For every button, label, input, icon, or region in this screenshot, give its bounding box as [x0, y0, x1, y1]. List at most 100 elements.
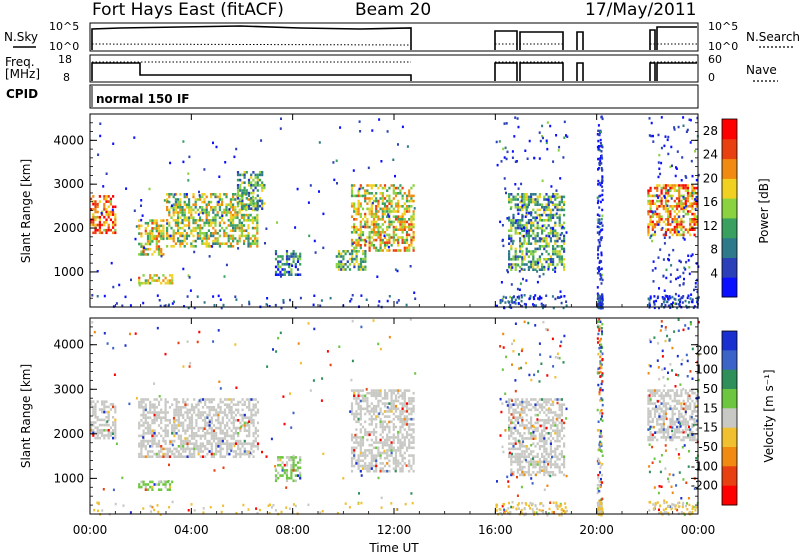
power-echo-cell: [667, 228, 670, 231]
velocity-echo-cell: [364, 430, 367, 434]
power-speckle-cell: [668, 258, 670, 262]
velocity-echo-cell: [186, 455, 189, 458]
velocity-echo-cell: [523, 408, 526, 412]
power-echo-cell: [563, 203, 566, 206]
power-echo-cell: [549, 237, 552, 240]
velocity-echo-cell: [173, 426, 176, 430]
power-speckle-cell: [682, 236, 685, 240]
power-echo-cell: [397, 210, 400, 213]
power-echo-cell: [673, 189, 676, 192]
velocity-echo-cell: [212, 432, 216, 435]
velocity-echo-cell: [368, 410, 371, 413]
power-echo-cell: [249, 242, 252, 245]
power-echo-cell: [366, 192, 369, 195]
velocity-echo-cell: [250, 411, 253, 414]
velocity-echo-cell: [412, 391, 415, 395]
power-speckle-cell: [380, 160, 383, 163]
power-echo-cell: [388, 210, 391, 213]
power-echo-cell: [229, 203, 232, 206]
power-echo-cell: [256, 232, 259, 235]
power-speckle-cell: [511, 150, 514, 153]
power-echo-cell: [229, 206, 232, 209]
velocity-echo-cell: [372, 428, 376, 431]
velocity-echo-cell: [164, 429, 167, 432]
velocity-echo-cell: [662, 412, 665, 416]
power-echo-cell: [177, 219, 180, 222]
power-speckle-cell: [600, 167, 603, 170]
power-echo-cell: [90, 218, 93, 222]
power-echo-cell: [689, 225, 692, 229]
velocity-echo-cell: [226, 398, 229, 401]
velocity-echo-cell: [179, 447, 183, 451]
power-speckle-cell: [545, 139, 548, 142]
power-echo-region-9: [647, 184, 698, 237]
velocity-echo-cell: [353, 391, 356, 395]
velocity-echo-cell: [554, 421, 557, 425]
velocity-echo-cell: [403, 420, 406, 424]
power-echo-cell: [512, 213, 515, 217]
power-echo-cell: [247, 232, 250, 235]
velocity-echo-cell: [405, 449, 409, 452]
velocity-echo-cell: [372, 417, 376, 421]
power-echo-cell: [190, 232, 193, 235]
velocity-echo-cell: [204, 424, 207, 427]
power-echo-cell: [238, 226, 241, 230]
velocity-echo-cell: [647, 389, 650, 392]
power-echo-cell: [366, 223, 369, 226]
velocity-echo-cell: [208, 419, 211, 422]
power-clutter-cell: [235, 298, 238, 301]
power-speckle-cell: [215, 145, 218, 149]
power-speckle-cell: [598, 226, 601, 229]
velocity-echo-cell: [201, 426, 205, 430]
power-echo-cell: [560, 198, 563, 201]
power-echo-cell: [372, 215, 376, 218]
power-colorbar-segment: [722, 277, 737, 298]
power-echo-cell: [251, 221, 254, 225]
power-echo-cell: [205, 195, 208, 199]
velocity-echo-cell: [250, 413, 253, 417]
power-echo-cell: [162, 234, 165, 238]
velocity-echo-cell: [370, 451, 373, 455]
power-echo-cell: [90, 208, 93, 211]
power-echo-cell: [236, 184, 240, 187]
velocity-echo-cell: [388, 436, 391, 439]
power-speckle-cell: [597, 139, 600, 143]
velocity-echo-cell: [512, 460, 515, 464]
velocity-echo-cell: [534, 408, 537, 412]
velocity-echo-cell: [173, 452, 176, 456]
velocity-echo-cell: [223, 426, 227, 430]
power-echo-cell: [149, 281, 152, 285]
power-echo-cell: [290, 273, 293, 276]
power-echo-cell: [256, 176, 259, 179]
power-echo-cell: [196, 232, 199, 235]
velocity-echo-cell: [252, 432, 255, 435]
power-echo-region-2: [166, 193, 259, 248]
velocity-echo-cell: [350, 402, 354, 405]
power-echo-cell: [554, 206, 557, 209]
power-echo-cell: [362, 252, 365, 256]
power-clutter-cell: [668, 295, 671, 298]
velocity-echo-cell: [664, 402, 668, 405]
velocity-echo-cell: [372, 430, 376, 434]
power-echo-cell: [162, 232, 165, 235]
power-speckle-cell: [169, 234, 172, 238]
velocity-echo-cell: [199, 450, 202, 453]
velocity-echo-cell: [534, 455, 537, 458]
power-echo-cell: [348, 252, 352, 256]
power-echo-cell: [675, 220, 679, 224]
velocity-echo-cell: [556, 424, 559, 427]
velocity-echo-cell: [140, 480, 143, 484]
power-speckle-cell: [551, 227, 554, 230]
power-echo-cell: [292, 257, 295, 261]
power-echo-cell: [183, 245, 186, 248]
velocity-echo-cell: [107, 405, 110, 409]
velocity-echo-cell: [401, 467, 404, 470]
power-echo-cell: [218, 203, 221, 206]
velocity-echo-cell: [193, 434, 196, 438]
power-echo-cell: [370, 244, 373, 247]
velocity-echo-cell: [412, 428, 415, 431]
velocity-echo-cell: [508, 400, 511, 404]
velocity-echo-cell: [226, 421, 229, 425]
power-speckle-cell: [148, 187, 151, 191]
velocity-echo-cell: [649, 438, 652, 442]
